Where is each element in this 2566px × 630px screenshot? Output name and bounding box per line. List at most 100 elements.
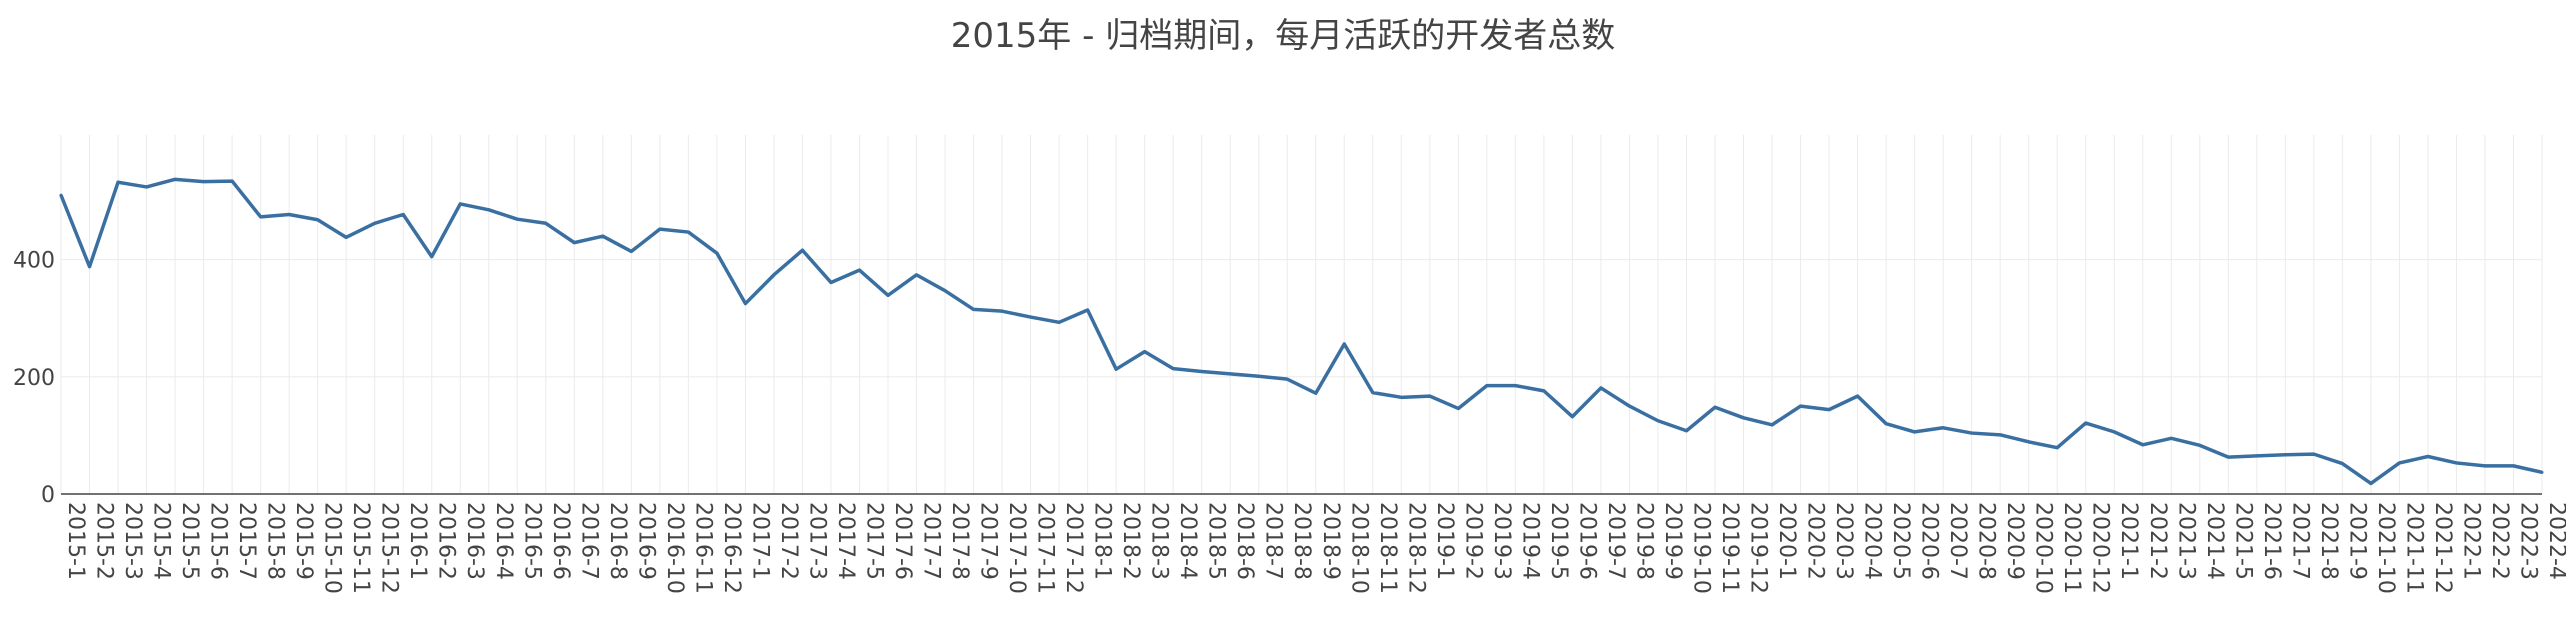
data-point bbox=[1371, 391, 1375, 395]
data-point bbox=[1599, 386, 1603, 390]
data-point bbox=[116, 180, 120, 184]
x-tick-label: 2017-12 bbox=[1061, 502, 1086, 594]
x-tick-label: 2015-12 bbox=[377, 502, 402, 594]
data-point bbox=[1143, 350, 1147, 354]
data-point bbox=[1057, 320, 1061, 324]
data-point bbox=[2084, 421, 2088, 425]
x-tick-label: 2016-12 bbox=[719, 502, 744, 594]
x-tick-label: 2019-2 bbox=[1460, 502, 1485, 580]
x-tick-labels: 2015-1 2015-2 2015-3 2015-4 2015-5 2015-6 2015… bbox=[63, 502, 2566, 594]
x-tick-label: 2022-4 bbox=[2544, 502, 2566, 580]
x-tick-label: 2018-2 bbox=[1118, 502, 1143, 580]
data-point bbox=[1228, 372, 1232, 376]
data-point bbox=[1086, 308, 1090, 312]
x-tick-label: 2018-4 bbox=[1175, 502, 1200, 580]
data-point bbox=[772, 273, 776, 277]
data-point bbox=[2312, 452, 2316, 456]
x-tick-label: 2015-4 bbox=[149, 502, 174, 580]
x-tick-label: 2019-7 bbox=[1603, 502, 1628, 580]
x-tick-label: 2017-3 bbox=[804, 502, 829, 580]
x-tick-label: 2020-2 bbox=[1803, 502, 1828, 580]
x-tick-label: 2017-5 bbox=[861, 502, 886, 580]
x-tick-label: 2015-8 bbox=[263, 502, 288, 580]
data-point bbox=[316, 218, 320, 222]
series-line bbox=[59, 177, 2543, 486]
x-tick-label: 2020-1 bbox=[1774, 502, 1799, 580]
data-point bbox=[1456, 406, 1460, 410]
x-tick-label: 2017-11 bbox=[1033, 502, 1058, 594]
data-point bbox=[430, 255, 434, 259]
x-tick-label: 2016-5 bbox=[519, 502, 544, 580]
data-point bbox=[2112, 430, 2116, 434]
data-point bbox=[2426, 454, 2430, 458]
data-point bbox=[1399, 395, 1403, 399]
x-tick-label: 2022-2 bbox=[2487, 502, 2512, 580]
data-point bbox=[1570, 415, 1574, 419]
data-point bbox=[1684, 429, 1688, 433]
x-tick-label: 2020-3 bbox=[1831, 502, 1856, 580]
x-tick-label: 2016-3 bbox=[462, 502, 487, 580]
x-tick-label: 2019-6 bbox=[1574, 502, 1599, 580]
x-tick-label: 2017-9 bbox=[976, 502, 1001, 580]
data-point bbox=[715, 251, 719, 255]
data-point bbox=[1200, 370, 1204, 374]
data-point bbox=[544, 221, 548, 225]
x-tick-label: 2018-9 bbox=[1318, 502, 1343, 580]
data-point bbox=[458, 202, 462, 206]
data-point bbox=[658, 227, 662, 231]
data-point bbox=[1970, 431, 1974, 435]
data-point bbox=[2198, 443, 2202, 447]
data-point bbox=[1114, 367, 1118, 371]
x-tick-label: 2015-6 bbox=[206, 502, 231, 580]
x-tick-label: 2021-12 bbox=[2430, 502, 2455, 594]
data-point bbox=[2255, 454, 2259, 458]
x-tick-label: 2016-1 bbox=[405, 502, 430, 580]
data-point bbox=[1485, 384, 1489, 388]
data-point bbox=[515, 217, 519, 221]
data-point bbox=[629, 249, 633, 253]
data-point bbox=[1884, 422, 1888, 426]
data-point bbox=[829, 280, 833, 284]
data-point bbox=[1656, 419, 1660, 423]
data-point bbox=[2454, 461, 2458, 465]
x-tick-label: 2016-10 bbox=[662, 502, 687, 594]
data-point bbox=[1627, 404, 1631, 408]
x-tick-label: 2017-6 bbox=[890, 502, 915, 580]
x-tick-label: 2016-9 bbox=[633, 502, 658, 580]
x-tick-label: 2021-2 bbox=[2145, 502, 2170, 580]
x-tick-label: 2021-1 bbox=[2116, 502, 2141, 580]
data-point bbox=[1285, 377, 1289, 381]
x-tick-label: 2016-4 bbox=[491, 502, 516, 580]
x-tick-label: 2016-2 bbox=[434, 502, 459, 580]
x-tick-label: 2017-10 bbox=[1004, 502, 1029, 594]
x-tick-label: 2021-10 bbox=[2373, 502, 2398, 594]
data-point bbox=[202, 180, 206, 184]
x-tick-label: 2019-10 bbox=[1688, 502, 1713, 594]
x-tick-label: 2015-2 bbox=[92, 502, 117, 580]
data-point bbox=[1257, 374, 1261, 378]
x-tick-label: 2017-8 bbox=[947, 502, 972, 580]
data-point bbox=[1799, 404, 1803, 408]
data-point bbox=[287, 212, 291, 216]
data-point bbox=[601, 234, 605, 238]
data-point bbox=[1000, 309, 1004, 313]
x-tick-label: 2019-11 bbox=[1717, 502, 1742, 594]
data-point bbox=[1856, 394, 1860, 398]
x-tick-label: 2020-8 bbox=[1974, 502, 1999, 580]
data-point bbox=[1770, 423, 1774, 427]
x-tick-label: 2018-12 bbox=[1403, 502, 1428, 594]
x-tick-label: 2016-11 bbox=[690, 502, 715, 594]
data-point bbox=[2397, 461, 2401, 465]
x-tick-label: 2020-6 bbox=[1917, 502, 1942, 580]
x-tick-label: 2020-10 bbox=[2031, 502, 2056, 594]
data-point bbox=[800, 248, 804, 252]
data-point bbox=[1029, 315, 1033, 319]
data-point bbox=[401, 212, 405, 216]
data-point bbox=[743, 302, 747, 306]
x-tick-label: 2018-3 bbox=[1147, 502, 1172, 580]
data-point bbox=[972, 307, 976, 311]
data-point bbox=[2226, 455, 2230, 459]
x-tick-label: 2018-10 bbox=[1346, 502, 1371, 594]
data-point bbox=[2511, 464, 2515, 468]
